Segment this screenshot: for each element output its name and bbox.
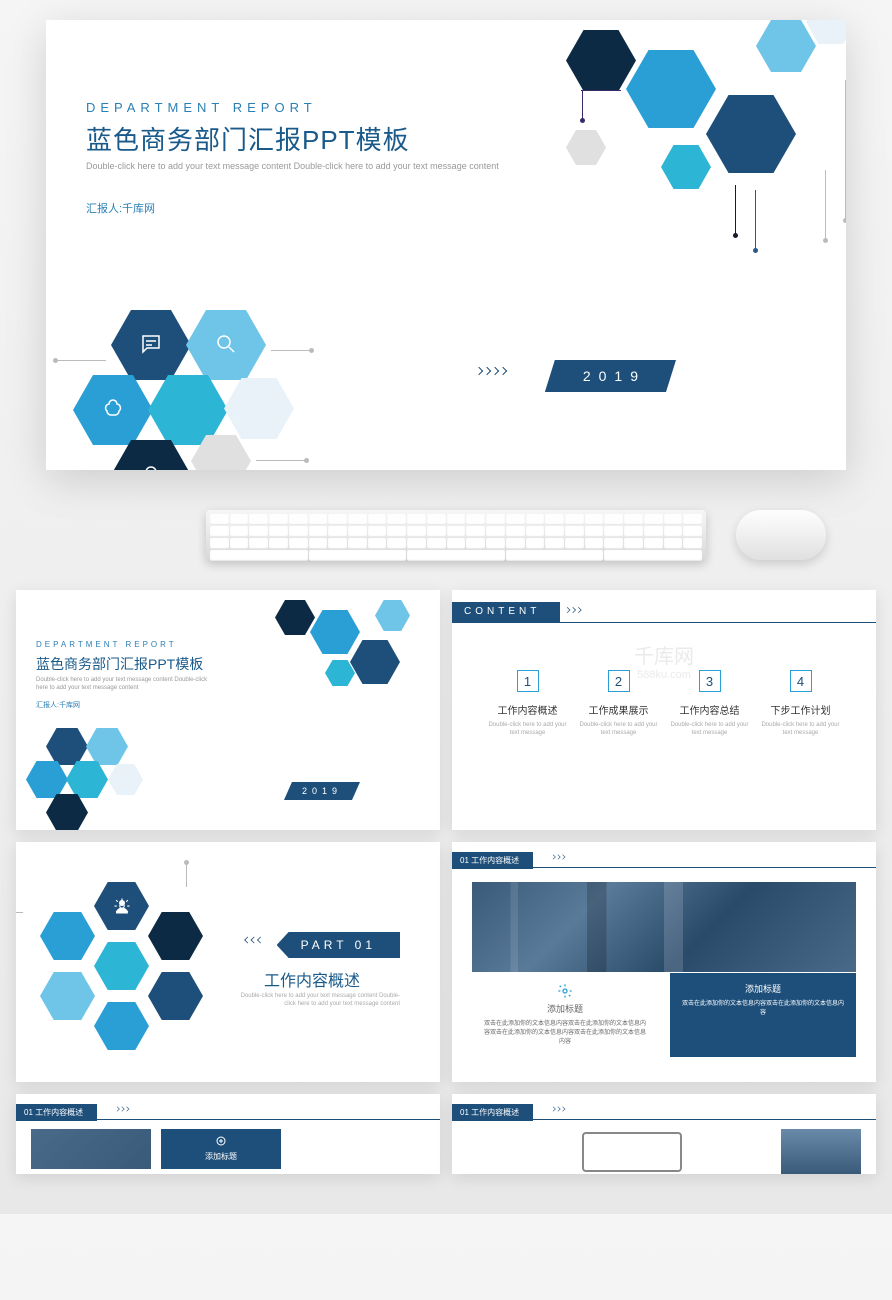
- item-title: 下步工作计划: [761, 702, 841, 717]
- arrow-decoration: [551, 855, 564, 859]
- year-tag: 2019: [545, 360, 676, 392]
- content-item-4: 4 下步工作计划 Double-click here to add your t…: [761, 670, 841, 738]
- item-title: 工作内容总结: [670, 702, 750, 717]
- main-title: 蓝色商务部门汇报PPT模板: [86, 120, 410, 157]
- bulb-icon: [121, 448, 181, 470]
- thumb-grid: DEPARTMENT REPORT 蓝色商务部门汇报PPT模板 Double-c…: [16, 590, 876, 1174]
- divider: [452, 867, 876, 868]
- brain-icon: [83, 383, 143, 435]
- person-icon: [94, 882, 149, 930]
- content-header: CONTENT: [452, 602, 560, 622]
- mouse-prop: [736, 510, 826, 560]
- text-box: 添加标题: [161, 1129, 281, 1169]
- laptop-frame: [582, 1132, 682, 1172]
- detail-box-2: 添加标题 双击在此添加你的文本信息内容双击在此添加你的文本信息内容: [670, 973, 856, 1058]
- subtitle: DEPARTMENT REPORT: [86, 100, 317, 115]
- part-label: PART 01: [277, 932, 400, 958]
- item-title: 工作内容概述: [488, 702, 568, 717]
- thumb-content-slide: CONTENT 千库网 588ku.com 1 工作内容概述 Double-cl…: [452, 590, 876, 830]
- part-title: 工作内容概述: [264, 967, 360, 991]
- chat-icon: [121, 318, 181, 370]
- t3-hexes: [36, 882, 216, 1062]
- t1-year: 2019: [284, 782, 360, 800]
- t1-presenter: 汇报人:千库网: [36, 700, 80, 710]
- hex-cluster-tr: [506, 20, 846, 270]
- arrow-decoration: [115, 1107, 128, 1111]
- divider: [16, 1119, 440, 1120]
- detail-box-1: 添加标题 双击在此添加你的文本信息内容双击在此添加你的文本信息内容双击在此添加你…: [472, 973, 658, 1058]
- keyboard-mouse-row: document.write(Array(80).fill('<div clas…: [46, 510, 846, 560]
- t1-subtitle: DEPARTMENT REPORT: [36, 640, 177, 649]
- item-num: 4: [790, 670, 812, 692]
- arrow-decoration: [551, 1107, 564, 1111]
- arrow-decoration: [245, 938, 263, 943]
- thumb-detail-slide: 01 工作内容概述 添加标题 双击在此添加你的文本信息内容双击在此添加你的文本信…: [452, 842, 876, 1082]
- thumb-part-slide: PART 01 工作内容概述 Double-click here to add …: [16, 842, 440, 1082]
- content-item-3: 3 工作内容总结 Double-click here to add your t…: [670, 670, 750, 738]
- box-title: 添加标题: [482, 1003, 648, 1017]
- presenter: 汇报人:千库网: [86, 200, 155, 216]
- box-desc: 双击在此添加你的文本信息内容双击在此添加你的文本信息内容: [680, 1000, 846, 1018]
- item-desc: Double-click here to add your text messa…: [761, 721, 841, 738]
- thumb-title-slide: DEPARTMENT REPORT 蓝色商务部门汇报PPT模板 Double-c…: [16, 590, 440, 830]
- content-items: 1 工作内容概述 Double-click here to add your t…: [482, 670, 846, 738]
- hex-cluster-bl: [56, 270, 336, 470]
- content-item-2: 2 工作成果展示 Double-click here to add your t…: [579, 670, 659, 738]
- city-image-small: [31, 1129, 151, 1169]
- item-desc: Double-click here to add your text messa…: [579, 721, 659, 738]
- item-title: 工作成果展示: [579, 702, 659, 717]
- item-num: 1: [517, 670, 539, 692]
- item-desc: Double-click here to add your text messa…: [488, 721, 568, 738]
- item-num: 3: [699, 670, 721, 692]
- part-desc: Double-click here to add your text messa…: [230, 992, 400, 1009]
- item-num: 2: [608, 670, 630, 692]
- box-desc: 双击在此添加你的文本信息内容双击在此添加你的文本信息内容双击在此添加你的文本信息…: [482, 1020, 648, 1047]
- content-item-1: 1 工作内容概述 Double-click here to add your t…: [488, 670, 568, 738]
- main-slide: DEPARTMENT REPORT 蓝色商务部门汇报PPT模板 Double-c…: [46, 20, 846, 470]
- detail-boxes: 添加标题 双击在此添加你的文本信息内容双击在此添加你的文本信息内容双击在此添加你…: [472, 973, 856, 1058]
- building-image: [781, 1129, 861, 1174]
- thumb-partial-2: 01 工作内容概述: [452, 1094, 876, 1174]
- item-desc: Double-click here to add your text messa…: [670, 721, 750, 738]
- city-image: [472, 882, 856, 972]
- search-icon: [196, 318, 256, 370]
- t1-title: 蓝色商务部门汇报PPT模板: [36, 654, 203, 674]
- thumb-partial-1: 01 工作内容概述 添加标题: [16, 1094, 440, 1174]
- t1-desc: Double-click here to add your text messa…: [36, 676, 216, 693]
- divider: [452, 1119, 876, 1120]
- divider: [452, 622, 876, 623]
- keyboard-prop: document.write(Array(80).fill('<div clas…: [206, 510, 706, 560]
- box-title: 添加标题: [167, 1151, 275, 1162]
- main-desc: Double-click here to add your text messa…: [86, 160, 499, 174]
- arrow-decoration: [565, 608, 580, 612]
- gear-icon: [557, 983, 573, 999]
- box-title: 添加标题: [680, 983, 846, 997]
- arrow-decoration: [476, 368, 506, 374]
